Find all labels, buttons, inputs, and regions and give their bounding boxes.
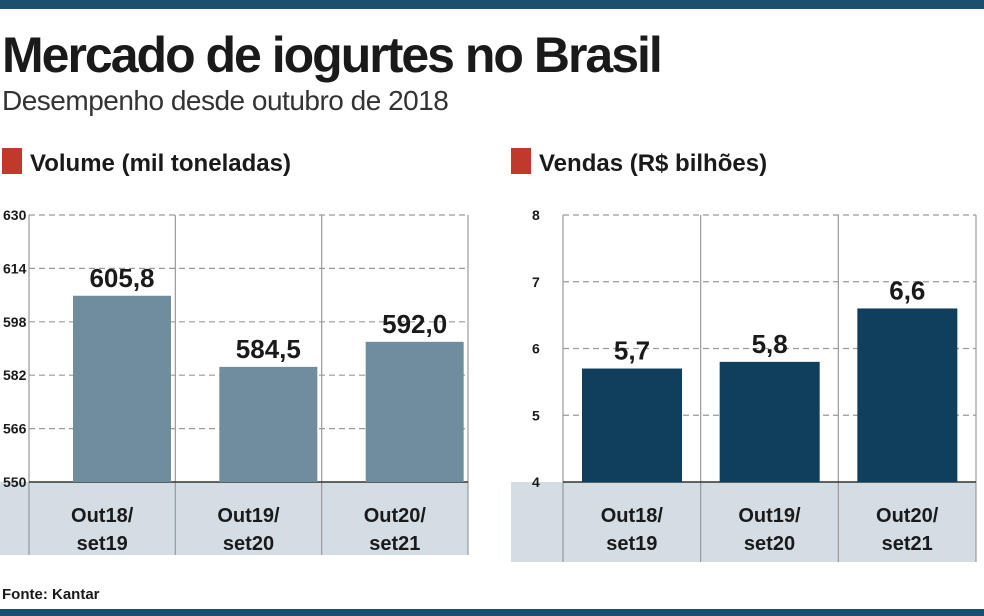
- volume-category-label: set20: [223, 533, 274, 555]
- sales-category-label: set21: [882, 533, 933, 555]
- sales-y-tick-label: 7: [532, 274, 540, 290]
- sales-bar: [582, 368, 682, 482]
- volume-category-label: set21: [369, 533, 420, 555]
- sales-chart-title: Vendas (R$ bilhões): [539, 150, 767, 177]
- sales-title-marker: [511, 148, 531, 174]
- volume-bar: [365, 341, 464, 482]
- sales-y-tick-label: 6: [532, 341, 540, 357]
- volume-value-label: 584,5: [236, 334, 301, 364]
- sales-category-label: Out20/: [876, 505, 939, 527]
- volume-y-tick-label: 614: [3, 260, 27, 276]
- sales-value-label: 5,7: [614, 336, 650, 366]
- sales-y-tick-label: 8: [532, 207, 540, 223]
- sales-category-label: set20: [744, 533, 795, 555]
- volume-y-tick-label: 582: [3, 367, 27, 383]
- sales-y-tick-label: 5: [532, 407, 540, 423]
- sales-y-tick-label: 4: [532, 474, 540, 490]
- source-note: Fonte: Kantar: [2, 586, 100, 603]
- volume-category-label: Out18/: [71, 505, 134, 527]
- sales-value-label: 5,8: [752, 329, 788, 359]
- sales-category-label: Out19/: [738, 505, 801, 527]
- sales-category-band: [511, 482, 976, 562]
- sales-category-label: Out18/: [601, 505, 664, 527]
- bottom-brand-bar: [0, 609, 984, 616]
- volume-y-tick-label: 630: [3, 207, 27, 223]
- volume-y-tick-label: 566: [3, 421, 27, 437]
- volume-bar: [219, 366, 318, 482]
- top-brand-bar: [0, 0, 984, 9]
- volume-value-label: 605,8: [89, 263, 154, 293]
- volume-value-label: 592,0: [382, 309, 447, 339]
- volume-chart-title: Volume (mil toneladas): [30, 150, 291, 177]
- sales-value-label: 6,6: [889, 275, 925, 305]
- sales-bar: [857, 308, 958, 482]
- volume-y-tick-label: 598: [3, 314, 27, 330]
- page-title: Mercado de iogurtes no Brasil: [2, 27, 663, 83]
- page-subtitle: Desempenho desde outubro de 2018: [2, 85, 449, 116]
- sales-category-label: set19: [606, 533, 657, 555]
- volume-y-tick-label: 550: [3, 474, 27, 490]
- volume-title-marker: [2, 148, 22, 174]
- volume-category-label: Out19/: [217, 505, 280, 527]
- sales-bar: [719, 361, 820, 482]
- volume-category-label: Out20/: [364, 505, 427, 527]
- volume-category-label: set19: [77, 533, 128, 555]
- volume-bar: [73, 295, 171, 482]
- volume-category-band: [0, 482, 468, 555]
